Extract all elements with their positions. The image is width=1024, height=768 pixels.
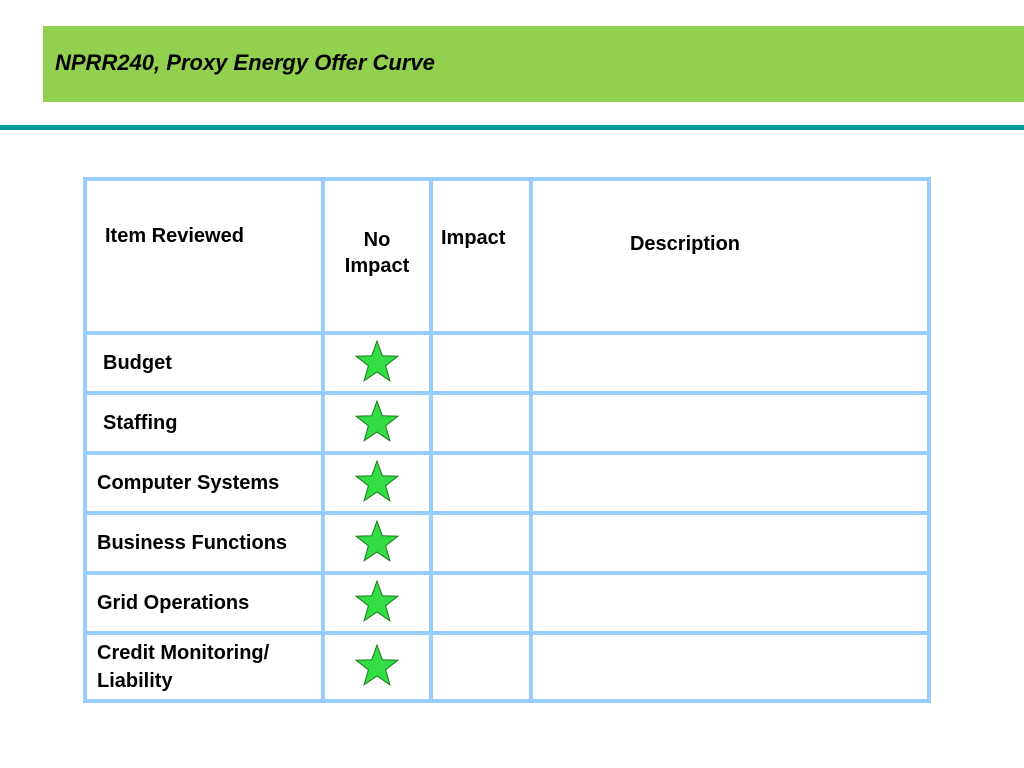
no-impact-cell	[321, 391, 433, 455]
table-row: Credit Monitoring/ Liability	[83, 631, 931, 703]
impact-cell	[429, 391, 533, 455]
impact-cell	[429, 571, 533, 635]
impact-cell	[429, 451, 533, 515]
item-cell: Grid Operations	[83, 571, 325, 635]
description-cell	[529, 631, 931, 703]
table-header-row: Item Reviewed No Impact Impact Descripti…	[83, 177, 931, 335]
item-label: Grid Operations	[97, 591, 250, 614]
description-cell	[529, 331, 931, 395]
description-cell	[529, 391, 931, 455]
header-no-impact-line1: No	[363, 229, 391, 251]
table-row: Budget	[83, 331, 931, 395]
table-row: Computer Systems	[83, 451, 931, 515]
table-row: Staffing	[83, 391, 931, 455]
item-label: Staffing	[103, 411, 178, 434]
title-bar: NPRR240, Proxy Energy Offer Curve	[43, 26, 1024, 102]
item-cell: Staffing	[83, 391, 325, 455]
header-impact: Impact	[429, 177, 533, 335]
star-icon	[325, 580, 429, 626]
header-no-impact-line2: Impact	[344, 255, 410, 277]
star-icon	[325, 460, 429, 506]
description-cell	[529, 571, 931, 635]
item-cell: Credit Monitoring/ Liability	[83, 631, 325, 703]
item-label: Budget	[103, 351, 172, 374]
header-no-impact: No Impact	[321, 177, 433, 335]
no-impact-cell	[321, 631, 433, 703]
item-cell: Business Functions	[83, 511, 325, 575]
star-icon	[325, 340, 429, 386]
header-item-reviewed: Item Reviewed	[83, 177, 325, 335]
star-icon	[325, 520, 429, 566]
header-description-label: Description	[629, 233, 741, 255]
impact-cell	[429, 331, 533, 395]
slide-title: NPRR240, Proxy Energy Offer Curve	[55, 50, 435, 75]
table-row: Business Functions	[83, 511, 931, 575]
no-impact-cell	[321, 511, 433, 575]
header-impact-label: Impact	[441, 227, 506, 249]
header-description: Description	[529, 177, 931, 335]
no-impact-cell	[321, 571, 433, 635]
star-icon	[325, 644, 429, 690]
description-cell	[529, 451, 931, 515]
no-impact-cell	[321, 451, 433, 515]
item-label: Computer Systems	[97, 471, 280, 494]
table-row: Grid Operations	[83, 571, 931, 635]
item-cell: Computer Systems	[83, 451, 325, 515]
no-impact-cell	[321, 331, 433, 395]
header-item-label: Item Reviewed	[105, 225, 244, 247]
star-icon	[325, 400, 429, 446]
item-label: Business Functions	[97, 531, 288, 554]
description-cell	[529, 511, 931, 575]
impact-review-table: Item Reviewed No Impact Impact Descripti…	[83, 177, 931, 703]
impact-cell	[429, 511, 533, 575]
impact-cell	[429, 631, 533, 703]
divider-rule	[0, 125, 1024, 130]
item-cell: Budget	[83, 331, 325, 395]
item-label-line2: Liability	[97, 670, 173, 692]
item-label-line1: Credit Monitoring/	[97, 642, 270, 664]
